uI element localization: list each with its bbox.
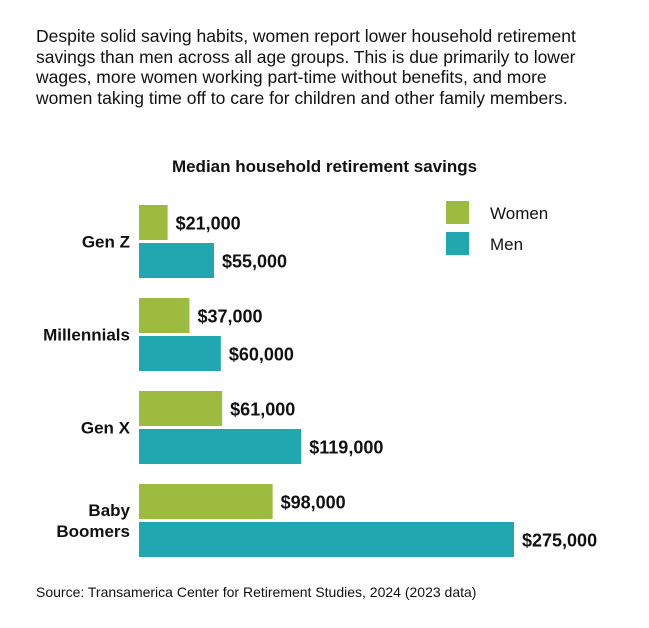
data-label: $275,000 <box>522 531 597 551</box>
legend-label-women: Women <box>490 204 548 223</box>
category-label: Gen Z <box>82 233 130 252</box>
bar-women <box>139 391 223 426</box>
source-note: Source: Transamerica Center for Retireme… <box>36 584 477 600</box>
legend-swatch-men <box>446 232 469 255</box>
category-label: Boomers <box>56 522 130 541</box>
chart-title: Median household retirement savings <box>171 157 478 176</box>
bar-men <box>139 243 214 278</box>
bar-women <box>139 484 273 519</box>
bar-men <box>139 429 302 464</box>
data-label: $98,000 <box>281 493 346 513</box>
legend-label-men: Men <box>490 235 523 254</box>
intro-paragraph: Despite solid saving habits, women repor… <box>36 26 576 108</box>
bar-men <box>139 336 221 371</box>
category-label: Baby <box>88 501 130 520</box>
bar-women <box>139 205 168 240</box>
data-label: $60,000 <box>229 345 294 365</box>
data-label: $119,000 <box>309 438 383 458</box>
data-label: $21,000 <box>176 214 241 234</box>
data-label: $37,000 <box>197 307 262 327</box>
category-label: Gen X <box>81 419 131 438</box>
bar-men <box>139 522 514 557</box>
bar-women <box>139 298 190 333</box>
data-label: $61,000 <box>230 400 295 420</box>
legend-swatch-women <box>446 201 469 224</box>
category-label: Millennials <box>43 326 130 345</box>
data-label: $55,000 <box>222 252 287 272</box>
